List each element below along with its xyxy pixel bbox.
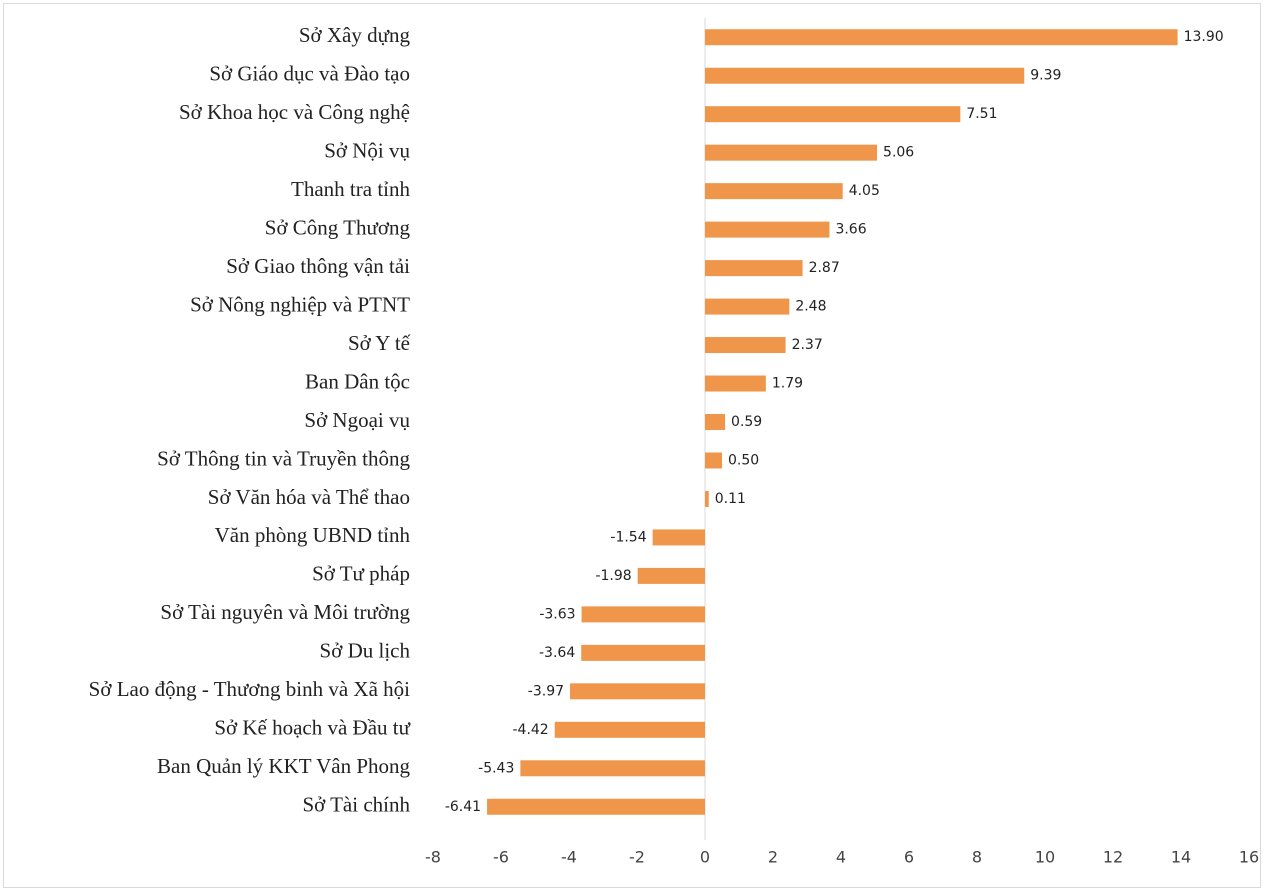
y-tick-label: Sở Nông nghiệp và PTNT: [190, 292, 410, 316]
y-tick-label: Sở Tài nguyên và Môi trường: [160, 600, 410, 624]
chart-border: [3, 3, 1261, 888]
value-label: 0.59: [731, 414, 762, 430]
x-tick-label: 0: [700, 848, 710, 867]
value-label: 13.90: [1184, 29, 1224, 45]
y-tick-label: Sở Thông tin và Truyền thông: [157, 446, 410, 470]
bar: [581, 606, 705, 623]
bar: [705, 452, 722, 469]
x-tick-label: -4: [561, 848, 577, 867]
value-label: 9.39: [1030, 68, 1061, 84]
bar: [705, 375, 766, 392]
value-label: -3.64: [539, 645, 575, 661]
x-tick-label: 8: [972, 848, 982, 867]
value-label: 4.05: [849, 183, 880, 199]
bar: [705, 490, 709, 507]
y-tick-label: Sở Xây dựng: [299, 23, 411, 47]
y-tick-label: Sở Du lịch: [320, 639, 411, 663]
value-label: 2.48: [795, 299, 826, 315]
bar: [570, 683, 705, 700]
y-tick-label: Sở Kế hoạch và Đầu tư: [214, 716, 410, 740]
y-tick-label: Sở Văn hóa và Thể thao: [208, 485, 410, 509]
value-label: -6.41: [445, 799, 481, 815]
value-label: -3.63: [539, 606, 575, 622]
bar: [637, 567, 705, 584]
value-label: -4.42: [512, 722, 548, 738]
value-label: -5.43: [478, 760, 514, 776]
x-tick-label: -8: [425, 848, 441, 867]
bar: [705, 29, 1178, 46]
x-tick-label: 2: [768, 848, 778, 867]
x-tick-label: -6: [493, 848, 509, 867]
bar: [581, 644, 705, 661]
x-tick-label: 4: [836, 848, 846, 867]
bar: [705, 183, 843, 200]
bar: [554, 721, 705, 738]
y-tick-label: Sở Tư pháp: [312, 562, 410, 586]
value-label: -1.98: [595, 568, 631, 584]
y-tick-label: Sở Nội vụ: [324, 138, 410, 162]
value-label: 2.37: [792, 337, 823, 353]
value-label: 0.50: [728, 452, 759, 468]
y-tick-label: Sở Công Thương: [265, 215, 411, 239]
value-label: 3.66: [835, 222, 866, 238]
bar: [705, 298, 790, 315]
x-tick-label: 6: [904, 848, 914, 867]
y-tick-label: Sở Lao động - Thương binh và Xã hội: [89, 677, 411, 701]
x-tick-label: 10: [1035, 848, 1055, 867]
y-tick-label: Thanh tra tỉnh: [291, 177, 410, 201]
x-tick-label: 12: [1103, 848, 1123, 867]
bar: [705, 337, 786, 354]
value-label: -1.54: [610, 529, 646, 545]
bar: [705, 106, 961, 123]
y-tick-label: Sở Giao thông vận tải: [226, 254, 410, 278]
bar: [487, 798, 705, 815]
bar: [520, 760, 705, 777]
y-tick-label: Sở Tài chính: [302, 793, 410, 817]
bar: [705, 144, 878, 161]
bar: [705, 221, 830, 238]
x-tick-label: 16: [1239, 848, 1259, 867]
y-tick-label: Ban Dân tộc: [305, 369, 410, 393]
y-tick-label: Ban Quản lý KKT Vân Phong: [157, 754, 410, 778]
value-label: -3.97: [528, 683, 564, 699]
bar: [705, 260, 803, 277]
value-label: 1.79: [772, 376, 803, 392]
value-label: 7.51: [966, 106, 997, 122]
x-tick-label: 14: [1171, 848, 1191, 867]
y-tick-label: Sở Y tế: [348, 331, 411, 355]
bar: [652, 529, 705, 546]
y-tick-label: Sở Giáo dục và Đào tạo: [209, 62, 410, 86]
x-tick-label: -2: [629, 848, 645, 867]
bar: [705, 414, 726, 430]
value-label: 2.87: [809, 260, 840, 276]
y-tick-label: Sở Khoa học và Công nghệ: [179, 100, 410, 124]
value-label: 0.11: [715, 491, 746, 507]
bar: [705, 67, 1025, 84]
y-tick-label: Văn phòng UBND tỉnh: [215, 523, 411, 547]
value-label: 5.06: [883, 145, 914, 161]
y-tick-label: Sở Ngoại vụ: [304, 408, 410, 432]
